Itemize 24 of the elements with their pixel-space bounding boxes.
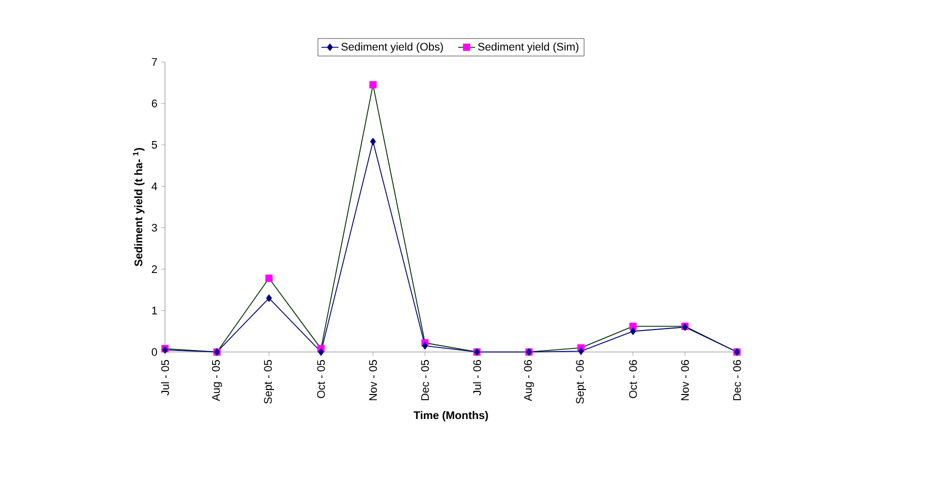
y-axis-title: Sediment yield (t ha- $^{1}$) bbox=[132, 148, 144, 266]
y-tick-label: 3 bbox=[152, 224, 157, 232]
y-tick-label: 2 bbox=[152, 265, 157, 273]
x-tick-label: Sept - 06 bbox=[576, 360, 586, 404]
x-tick-label: Nov - 05 bbox=[369, 360, 377, 400]
x-tick-label: Dec - 05 bbox=[421, 360, 429, 400]
x-tick-label: Sept - 05 bbox=[264, 360, 274, 404]
legend-label: Sediment yield (Obs) bbox=[341, 42, 443, 53]
x-tick-label: Oct - 05 bbox=[317, 360, 325, 398]
x-tick-label: Nov - 06 bbox=[681, 360, 689, 400]
y-tick-label: 4 bbox=[152, 182, 158, 190]
legend-label: Sediment yield (Sim) bbox=[478, 42, 578, 53]
y-tick-label: 7 bbox=[152, 58, 157, 66]
x-tick-label: Jul - 06 bbox=[472, 360, 482, 396]
x-axis-title: Time (Months) bbox=[414, 411, 488, 422]
y-tick-label: 1 bbox=[152, 306, 157, 314]
y-tick-label: 6 bbox=[152, 100, 157, 108]
x-tick-label: Dec - 06 bbox=[733, 360, 741, 400]
x-tick-label: Jul - 05 bbox=[160, 360, 170, 396]
x-tick-label: Aug - 05 bbox=[212, 360, 222, 402]
y-tick-label: 5 bbox=[152, 141, 158, 149]
y-tick-label: 0 bbox=[152, 348, 158, 356]
x-tick-label: Aug - 06 bbox=[524, 360, 534, 402]
x-tick-label: Oct - 06 bbox=[629, 360, 637, 398]
